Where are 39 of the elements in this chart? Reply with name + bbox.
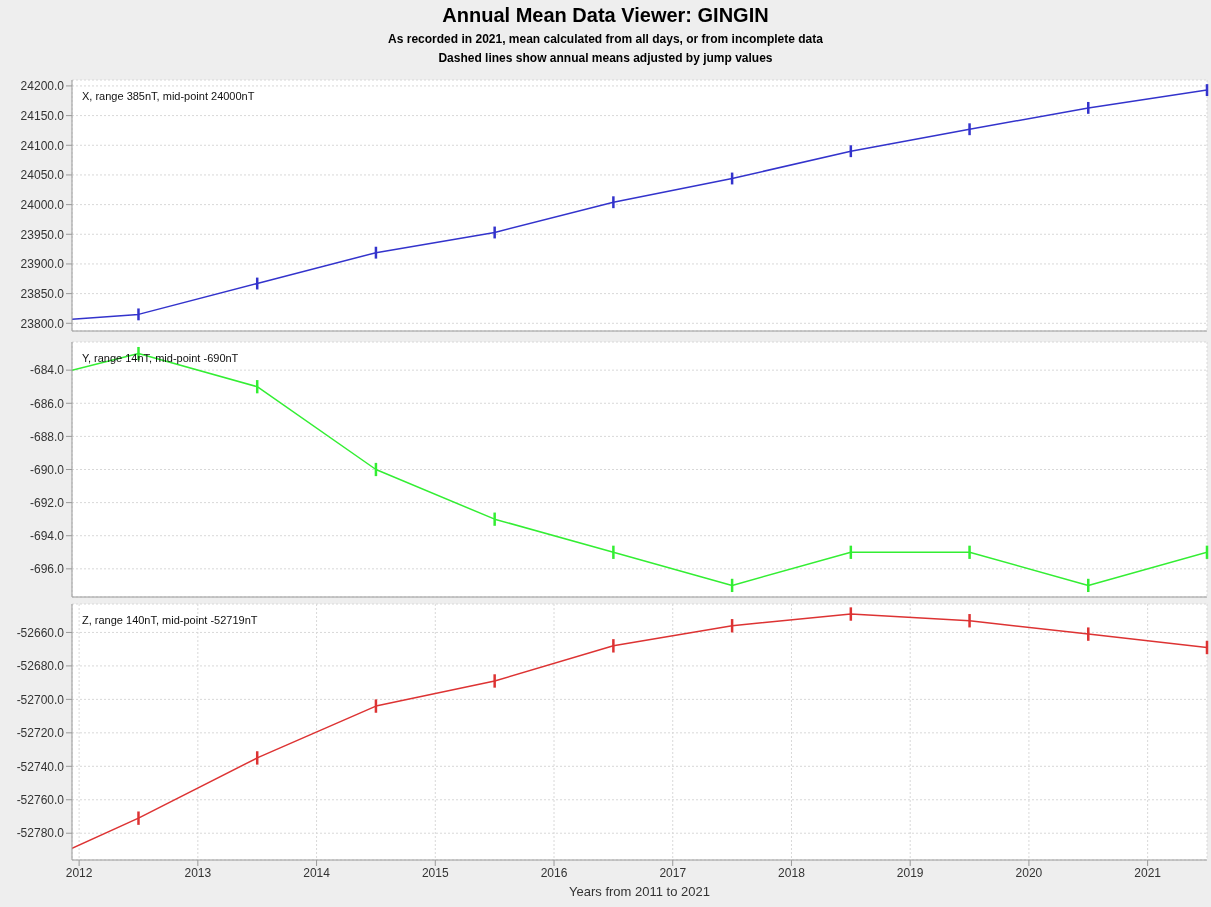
y-tick-label: -52780.0 bbox=[16, 826, 65, 841]
y-tick-label: 23900.0 bbox=[20, 257, 65, 272]
y-tick-label: -52660.0 bbox=[16, 625, 65, 640]
y-tick-label: 23950.0 bbox=[20, 227, 65, 242]
y-tick-label: -52720.0 bbox=[16, 726, 65, 741]
x-tick-label: 2014 bbox=[303, 865, 331, 880]
y-tick-label: -52740.0 bbox=[16, 759, 65, 774]
annotation: Z, range 140nT, mid-point -52719nT bbox=[81, 614, 259, 626]
x-tick-label: 2021 bbox=[1134, 865, 1162, 880]
x-axis-title: Years from 2011 to 2021 bbox=[569, 884, 710, 899]
y-tick-label: 24100.0 bbox=[20, 138, 65, 153]
x-tick-label: 2012 bbox=[65, 865, 93, 880]
y-tick-label: -694.0 bbox=[29, 528, 65, 543]
x-tick-label: 2016 bbox=[540, 865, 568, 880]
y-tick-label: -52700.0 bbox=[16, 692, 65, 707]
y-tick-label: 24050.0 bbox=[20, 168, 65, 183]
x-tick-label: 2020 bbox=[1015, 865, 1043, 880]
y-tick-label: 24200.0 bbox=[20, 79, 65, 94]
x-tick-label: 2013 bbox=[184, 865, 212, 880]
x-tick-label: 2019 bbox=[896, 865, 924, 880]
y-tick-label: -684.0 bbox=[29, 363, 65, 378]
x-tick-label: 2017 bbox=[659, 865, 687, 880]
y-tick-label: -688.0 bbox=[29, 429, 65, 444]
y-tick-label: -52760.0 bbox=[16, 793, 65, 808]
chart-subtitle: As recorded in 2021, mean calculated from all days, or from incomplete data bbox=[387, 32, 824, 46]
y-tick-label: -52680.0 bbox=[16, 659, 65, 674]
y-tick-label: -696.0 bbox=[29, 562, 65, 577]
x-tick-label: 2018 bbox=[778, 865, 806, 880]
chart-title: Annual Mean Data Viewer: GINGIN bbox=[441, 4, 770, 27]
y-tick-label: 24150.0 bbox=[20, 108, 65, 123]
x-tick-label: 2015 bbox=[421, 865, 449, 880]
y-tick-label: 24000.0 bbox=[20, 197, 65, 212]
y-tick-label: 23800.0 bbox=[20, 316, 65, 331]
y-tick-label: 23850.0 bbox=[20, 286, 65, 301]
annotation: X, range 385nT, mid-point 24000nT bbox=[81, 90, 256, 102]
y-tick-label: -690.0 bbox=[29, 462, 65, 477]
text: Dashed lines show annual means adjusted by jump values bbox=[437, 51, 774, 65]
y-tick-label: -686.0 bbox=[29, 396, 65, 411]
y-tick-label: -692.0 bbox=[29, 495, 65, 510]
